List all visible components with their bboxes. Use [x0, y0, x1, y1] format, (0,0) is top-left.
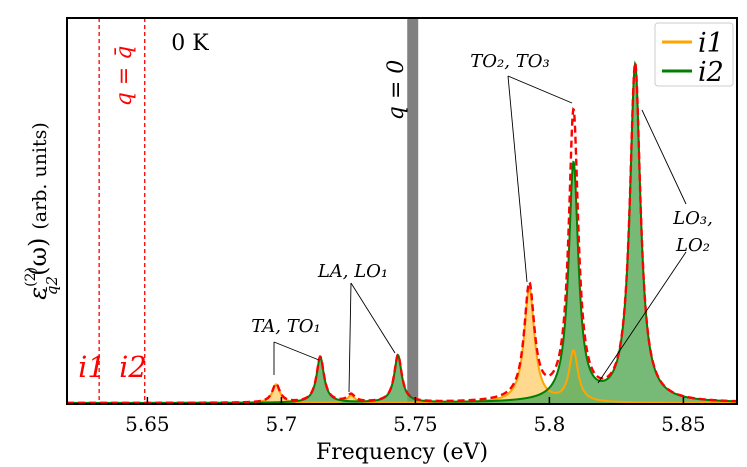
leader-lo3-lo2-a	[641, 109, 687, 205]
legend-label-i2: i2	[698, 57, 724, 88]
marker-label-i2: i2	[119, 350, 147, 384]
vertical-markers	[98, 18, 419, 404]
legend: i1 i2	[654, 22, 734, 88]
series-line-total	[67, 58, 737, 404]
marker-label-i1: i1	[78, 350, 106, 384]
svg-text:ε(2)q̄2(ω)(arb. units): ε(2) q̄2(ω) (arb. units)	[23, 122, 61, 300]
y-axis-label: ε(2) q̄2(ω) (arb. units)	[23, 122, 61, 300]
x-tick-label: 5.65	[125, 412, 170, 436]
x-tick-label: 5.75	[393, 412, 438, 436]
q-zero-band	[407, 18, 419, 404]
temperature-label: 0 K	[171, 31, 209, 56]
series-fill-i2	[67, 63, 737, 403]
series-layer	[67, 58, 737, 404]
leader-to2-to3-a	[507, 75, 528, 283]
x-tick-label: 5.8	[533, 412, 565, 436]
y-label-subscript: q̄2	[43, 276, 61, 295]
leader-la-lo1-b	[350, 282, 396, 354]
leader-la-lo1-a	[348, 282, 352, 393]
legend-label-i1: i1	[698, 28, 724, 59]
annotation-lo2: LO₂	[675, 235, 710, 256]
y-label-superscript: (2)	[23, 267, 39, 287]
leader-ta-to1-b	[273, 341, 320, 361]
x-axis-label: Frequency (eV)	[316, 440, 488, 465]
leader-lo3-lo2-b	[597, 251, 687, 384]
x-tick-label: 5.85	[661, 412, 706, 436]
annotation-leaders	[273, 75, 687, 393]
y-label-units: (arb. units)	[29, 122, 51, 229]
x-axis-ticks: 5.65 5.7 5.75 5.8 5.85	[125, 397, 706, 436]
annotation-lo3: LO₃,	[672, 208, 713, 229]
annotation-to2-to3: TO₂, TO₃	[470, 51, 549, 72]
x-tick-label: 5.7	[265, 412, 297, 436]
leader-to2-to3-b	[507, 75, 573, 104]
annotation-ta-to1: TA, TO₁	[251, 316, 320, 337]
plot-frame	[66, 17, 738, 405]
annotation-la-lo1: LA, LO₁	[317, 261, 388, 282]
marker-label-q-zero: q = 0	[384, 60, 409, 121]
marker-label-q-bar: q = q̄	[112, 46, 137, 107]
y-label-argument: (ω)	[24, 238, 52, 276]
y-label-epsilon: ε	[24, 287, 52, 300]
